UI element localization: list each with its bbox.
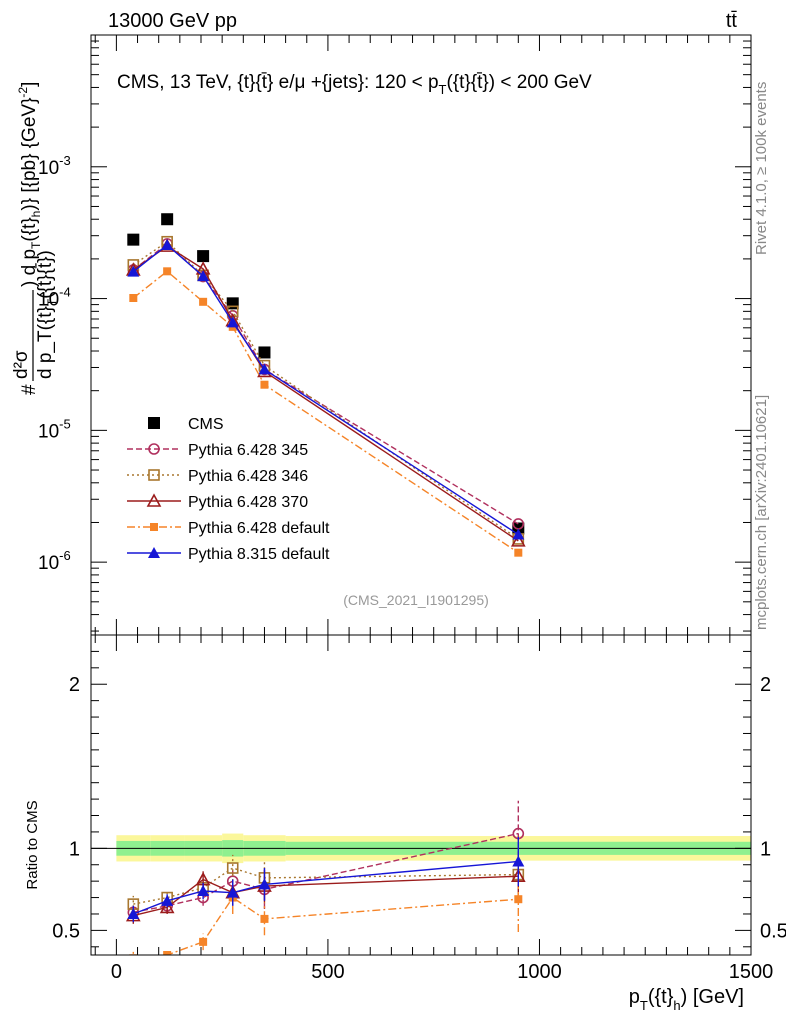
main-axis-ticks [91,34,752,635]
main-point [161,213,174,226]
x-tick-label: 1500 [729,961,774,983]
ratio-y-tick-label-right: 1 [760,838,771,860]
legend-item: CMS [148,416,224,433]
legend-marker [146,493,162,507]
main-series-group [125,213,526,557]
main-y-label-rest: ) d pT({t}h)} [{pb} {GeV}-2] [16,82,43,287]
ratio-point [226,862,239,874]
legend-item: Pythia 6.428 345 [127,442,308,459]
ratio-point [226,886,239,898]
ratio-point [159,899,175,914]
x-tick-label: 1000 [517,961,562,983]
legend-marker [148,469,160,481]
ratio-y-tick-label: 1 [69,838,80,860]
ratio-panel: 0.5 0.5 1 1 2 2 0 500 1000 1500 Ratio to CMS pT({… [24,634,786,1013]
rivet-label: Rivet 4.1.0, ≥ 100k events [753,82,770,255]
legend-label: CMS [188,416,224,433]
ratio-point [514,895,523,904]
ratio-series-4 [127,836,525,923]
main-point [127,265,140,277]
main-point [258,363,271,375]
ratio-series-3 [129,866,523,955]
legend-label: Pythia 6.428 345 [188,442,308,459]
ratio-point [512,855,525,867]
main-panel: 10-3 10-4 10-5 10-6 CMS, 13 TeV, {t}{t̄} e/… [11,34,752,636]
main-series-5 [127,238,525,540]
legend-marker [148,547,160,558]
main-y-tick-label: 10-4 [38,285,71,311]
ratio-point [260,914,269,923]
main-point [197,250,210,263]
ratio-point [199,937,208,946]
ratio-y-label: Ratio to CMS [24,800,41,889]
ratio-series-2 [125,851,526,924]
ratio-tick-labels: 0.5 0.5 1 1 2 2 0 500 1000 1500 [52,674,786,983]
main-point [260,380,269,389]
legend-label: Pythia 6.428 default [188,520,330,537]
main-y-tick-label: 10-5 [38,416,71,442]
main-series-line [132,244,519,536]
legend-item: Pythia 6.428 370 [127,493,308,511]
main-point [161,238,174,250]
ratio-point [258,878,271,890]
ratio-y-tick-label: 2 [69,674,80,696]
main-y-label-num: d²σ [11,350,32,379]
main-y-label-den: d p_T({t}T({t}{t̄}) [35,250,59,379]
legend-label: Pythia 8.315 default [188,546,330,563]
main-point [127,233,140,246]
ratio-series-line [133,860,519,915]
main-series-line [132,270,519,554]
legend-marker [148,417,160,429]
main-y-label: # d²σ d p_T({t}T({t}{t̄}) ) d pT({t}h)} … [11,82,59,395]
ratio-y-tick-label: 0.5 [52,920,80,942]
ratio-series-line [159,896,519,955]
main-frame [90,34,752,636]
main-point [226,316,239,328]
ratio-point [163,951,172,955]
header-left: 13000 GeV pp [108,10,237,32]
main-point [163,267,172,276]
legend-item: Pythia 6.428 default [127,520,330,537]
ratio-point [161,894,174,906]
legend: CMS Pythia 6.428 345 Pythia 6.428 346 Pythi… [127,416,330,563]
x-tick-label: 0 [111,961,122,983]
main-title: CMS, 13 TeV, {t}{t̄} e/μ +{jets}: 120 < … [117,72,592,97]
ratio-series-line [133,867,519,905]
main-point [199,297,208,306]
main-point [197,270,210,282]
legend-label: Pythia 6.428 370 [188,494,308,511]
header-right: tt̄ [726,10,738,32]
ratio-point [197,885,210,896]
main-point [512,528,525,540]
legend-item: Pythia 8.315 default [127,546,330,563]
analysis-annotation: (CMS_2021_I1901295) [343,592,489,608]
main-y-tick-labels: 10-3 10-4 10-5 10-6 [38,153,71,574]
ratio-y-tick-label-right: 2 [760,674,771,696]
ratio-series-line [133,875,519,917]
legend-marker [148,443,160,455]
ratio-frame [90,634,752,956]
main-point [226,297,239,310]
mcplots-label: mcplots.cern.ch [arXiv:2401.10621] [753,395,770,630]
main-y-label-hash: # [19,384,40,395]
ratio-point [127,907,140,919]
legend-marker [150,523,158,531]
ratio-series-group [125,800,526,955]
main-y-tick-label: 10-6 [38,548,71,574]
main-point [129,294,138,303]
main-y-tick-label: 10-3 [38,153,71,179]
ratio-axis-ticks [91,635,752,955]
legend-item: Pythia 6.428 346 [127,468,308,485]
main-series-1 [127,238,525,530]
legend-label: Pythia 6.428 346 [188,468,308,485]
x-axis-label: pT({t}h) [GeV] [629,986,744,1013]
main-point [510,533,526,547]
main-series-line [132,240,519,540]
main-point [514,548,523,557]
main-point [258,346,271,359]
x-tick-label: 500 [311,961,344,983]
ratio-y-tick-label-right: 0.5 [760,920,786,942]
